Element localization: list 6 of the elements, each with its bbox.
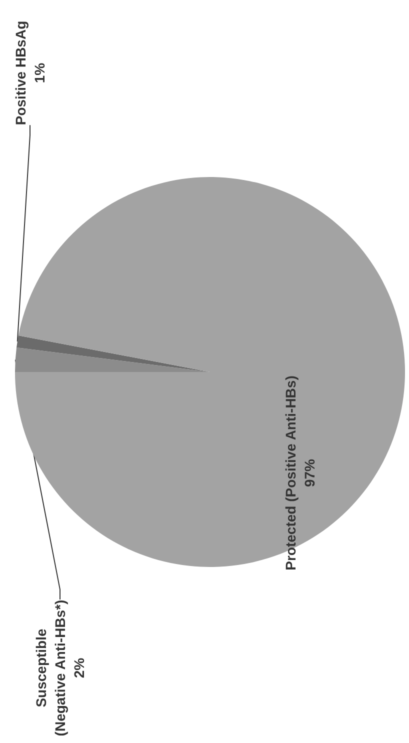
slice-label: Protected (Positive Anti-HBs) (282, 376, 298, 570)
data-label: 2% (71, 657, 87, 678)
slice-label: Susceptible (Negative Anti-HBs*) (33, 600, 68, 736)
data-label: 1% (32, 62, 48, 84)
slice-label: Positive HBsAg (12, 20, 28, 126)
data-label: 97% (302, 458, 318, 488)
